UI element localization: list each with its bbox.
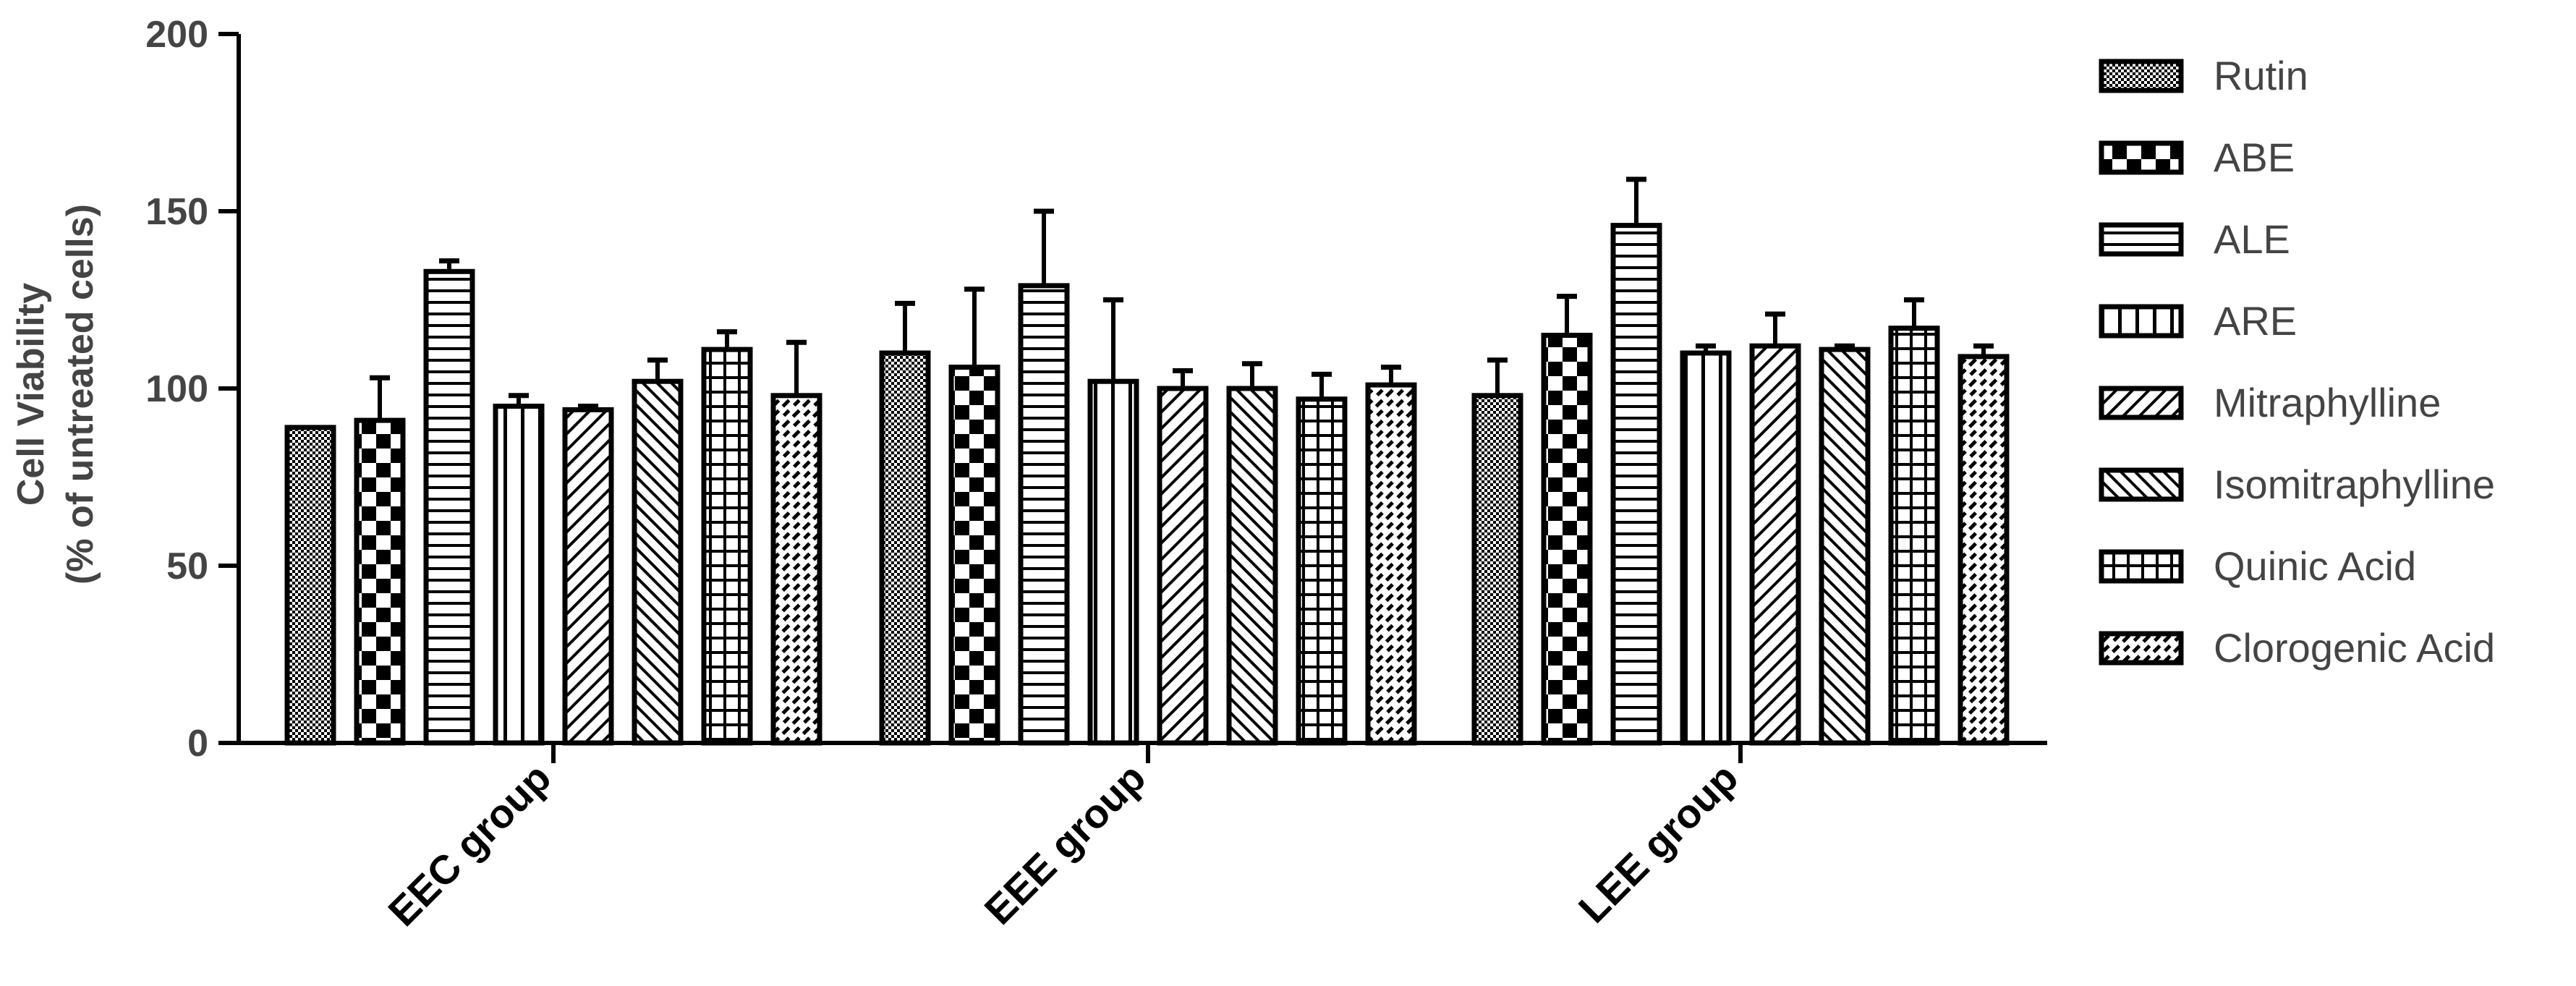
bar <box>770 393 822 746</box>
bar <box>1471 393 1523 746</box>
bars-group <box>284 177 2010 746</box>
y-tick-label: 50 <box>166 545 208 587</box>
bar <box>632 378 684 746</box>
bar <box>284 425 336 746</box>
bar <box>1610 223 1662 746</box>
legend-swatch <box>2099 549 2184 584</box>
bar <box>701 347 753 746</box>
legend-swatch <box>2099 631 2184 666</box>
legend: Rutin ABE ALE ARE Mitraphylline Isomitraphyll… <box>2099 53 2495 671</box>
x-tick-label: EEE group <box>976 755 1155 933</box>
legend-item: Quinic Acid <box>2099 543 2416 589</box>
legend-label: Mitraphylline <box>2214 380 2441 425</box>
y-tick-label: 100 <box>145 368 208 410</box>
x-tick-label: EEC group <box>379 755 559 935</box>
series-are <box>493 297 1732 746</box>
y-axis-title-line-1: Cell Viability <box>10 283 52 506</box>
legend-label: ABE <box>2214 135 2295 180</box>
bar <box>1749 343 1801 746</box>
bar <box>1087 378 1139 746</box>
bar <box>1888 326 1940 746</box>
legend-item: Rutin <box>2099 53 2308 98</box>
y-tick-label: 200 <box>145 14 208 56</box>
bar <box>948 365 1000 746</box>
legend-item: Mitraphylline <box>2099 380 2441 425</box>
bar <box>1157 386 1209 746</box>
legend-label: ALE <box>2214 216 2290 262</box>
bar <box>1541 333 1593 746</box>
bar <box>1680 350 1732 746</box>
bar <box>423 268 475 746</box>
bar <box>1018 283 1070 746</box>
legend-item: Clorogenic Acid <box>2099 625 2495 671</box>
legend-label: Clorogenic Acid <box>2214 625 2495 671</box>
y-tick-label: 0 <box>187 723 208 765</box>
y-axis-ticks: 0 50 100 150 200 <box>145 14 239 765</box>
series-ale <box>423 177 1662 746</box>
y-tick-label: 150 <box>145 191 208 233</box>
bar <box>1365 382 1417 746</box>
y-axis-title-line-2: (% of untreated cells) <box>59 204 101 585</box>
legend-swatch <box>2099 386 2184 420</box>
legend-item: Isomitraphylline <box>2099 462 2495 507</box>
x-tick-label: LEE group <box>1570 755 1747 932</box>
series-isomitraphylline <box>632 343 1871 746</box>
legend-label: Isomitraphylline <box>2214 462 2495 507</box>
bar <box>1957 354 2010 746</box>
bar <box>1226 386 1278 746</box>
legend-label: Rutin <box>2214 53 2308 98</box>
bar <box>562 407 614 746</box>
legend-swatch <box>2099 59 2184 93</box>
legend-label: Quinic Acid <box>2214 543 2416 589</box>
bar <box>354 417 406 746</box>
legend-item: ARE <box>2099 298 2297 344</box>
legend-swatch <box>2099 304 2184 339</box>
legend-item: ABE <box>2099 135 2295 180</box>
legend-swatch <box>2099 222 2184 257</box>
legend-label: ARE <box>2214 298 2297 344</box>
legend-swatch <box>2099 140 2184 175</box>
legend-item: ALE <box>2099 216 2290 262</box>
bar <box>879 350 931 746</box>
bar <box>1819 347 1871 746</box>
x-axis-ticks: EEC group EEE group LEE group <box>379 743 1746 935</box>
legend-swatch <box>2099 467 2184 502</box>
bar <box>1296 396 1348 746</box>
bar <box>493 404 545 746</box>
axes <box>237 34 2047 745</box>
series-mitraphylline <box>562 311 1801 746</box>
